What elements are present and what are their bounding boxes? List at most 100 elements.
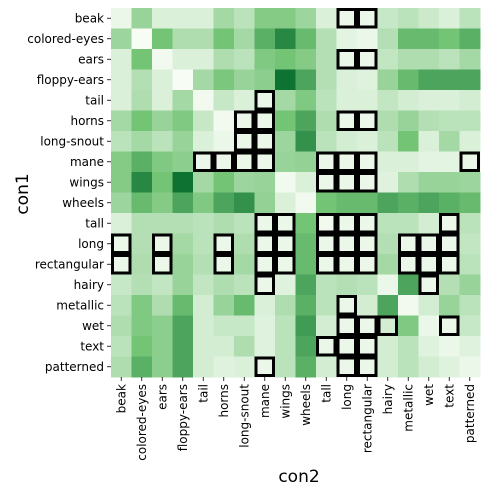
heatmap-cells <box>111 8 481 378</box>
heatmap-cell <box>172 151 194 173</box>
heatmap-cell <box>193 110 214 132</box>
highlight-box <box>254 274 275 295</box>
heatmap-cell <box>111 233 132 255</box>
heatmap-cell <box>398 172 419 193</box>
heatmap-cell <box>131 336 153 357</box>
heatmap-cell <box>254 356 276 378</box>
x-axis-label: con2 <box>278 467 319 487</box>
highlight-box <box>336 8 357 29</box>
heatmap-cell <box>234 254 255 275</box>
heatmap-cell <box>377 172 399 193</box>
heatmap-cell <box>111 213 132 234</box>
x-tick-label: colored-eyes <box>135 384 149 461</box>
heatmap-cell <box>418 69 440 91</box>
x-tick-label: metallic <box>401 384 415 432</box>
heatmap-cell <box>377 151 399 173</box>
y-tick-label: long <box>78 237 104 251</box>
heatmap-cell <box>213 295 235 316</box>
heatmap-cell <box>172 295 194 316</box>
heatmap-cell <box>439 274 460 296</box>
heatmap-cell <box>213 213 235 234</box>
highlight-box <box>254 233 275 254</box>
highlight-box <box>111 233 132 254</box>
heatmap-cell <box>377 336 399 357</box>
heatmap-cell <box>193 356 214 378</box>
heatmap-cell <box>254 213 276 234</box>
x-tick-label: rectangular <box>360 384 374 453</box>
heatmap-cell <box>377 49 399 70</box>
heatmap-cell <box>377 131 399 152</box>
heatmap-cell <box>234 8 255 29</box>
heatmap-cell <box>254 315 276 337</box>
heatmap-cell <box>316 192 337 214</box>
heatmap-cell <box>193 254 214 275</box>
heatmap-cell <box>357 356 378 378</box>
heatmap-cell <box>418 49 440 70</box>
heatmap-cell <box>275 213 296 234</box>
heatmap-cell <box>234 274 255 296</box>
heatmap-cell <box>172 110 194 132</box>
heatmap-cell <box>111 172 132 193</box>
heatmap-cell <box>254 151 276 173</box>
heatmap-cell <box>295 69 317 91</box>
heatmap-cell <box>316 131 337 152</box>
heatmap-cell <box>254 254 276 275</box>
heatmap-cell <box>336 131 358 152</box>
highlight-box <box>377 315 398 336</box>
heatmap-cell <box>254 90 276 111</box>
heatmap-cell <box>459 131 481 152</box>
heatmap-cell <box>316 69 337 91</box>
heatmap-cell <box>275 336 296 357</box>
heatmap-cell <box>254 233 276 255</box>
heatmap-cell <box>254 28 276 50</box>
highlight-box <box>357 110 378 131</box>
highlight-box <box>439 315 460 336</box>
heatmap-cell <box>213 151 235 173</box>
highlight-box <box>357 356 378 377</box>
heatmap-cell <box>336 28 358 50</box>
y-tick-label: metallic <box>56 298 104 312</box>
highlight-box <box>316 213 337 234</box>
heatmap-cell <box>295 254 317 275</box>
heatmap-cell <box>459 49 481 70</box>
heatmap-cell <box>131 172 153 193</box>
heatmap-cell <box>336 110 358 132</box>
heatmap-cell <box>213 90 235 111</box>
heatmap-cell <box>131 254 153 275</box>
heatmap-cell <box>152 295 173 316</box>
y-tick-label: long-snout <box>40 134 104 148</box>
heatmap-cell <box>254 69 276 91</box>
heatmap-cell <box>377 356 399 378</box>
heatmap-cell <box>398 69 419 91</box>
heatmap-cell <box>459 8 481 29</box>
heatmap-cell <box>254 295 276 316</box>
highlight-box <box>336 213 357 234</box>
heatmap-cell <box>439 213 460 234</box>
heatmap-cell <box>111 336 132 357</box>
heatmap-cell <box>316 233 337 255</box>
heatmap-cell <box>254 274 276 296</box>
heatmap-cell <box>172 192 194 214</box>
heatmap-cell <box>131 233 153 255</box>
heatmap-cell <box>131 90 153 111</box>
heatmap-cell <box>131 8 153 29</box>
heatmap-cell <box>131 110 153 132</box>
y-tick-label: mane <box>70 155 104 169</box>
heatmap-cell <box>111 131 132 152</box>
heatmap-cell <box>254 336 276 357</box>
heatmap-cell <box>193 233 214 255</box>
heatmap-cell <box>152 356 173 378</box>
heatmap-cell <box>398 131 419 152</box>
heatmap-cell <box>459 274 481 296</box>
heatmap-cell <box>131 69 153 91</box>
x-tick-label: wheels <box>299 384 313 426</box>
highlight-box <box>336 356 357 377</box>
heatmap-cell <box>439 49 460 70</box>
heatmap-cell <box>336 213 358 234</box>
highlight-box <box>418 254 439 275</box>
heatmap-cell <box>357 110 378 132</box>
highlight-boxes <box>111 8 480 377</box>
heatmap-cell <box>131 295 153 316</box>
heatmap-cell <box>193 8 214 29</box>
highlight-box <box>254 90 275 111</box>
